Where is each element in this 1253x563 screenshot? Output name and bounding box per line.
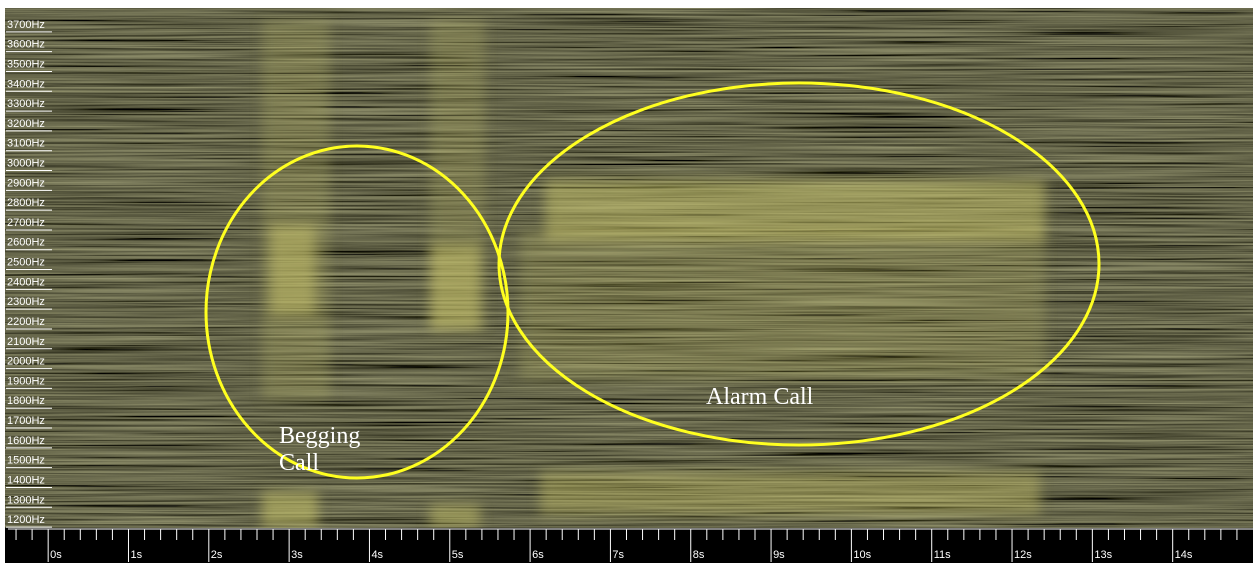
y-tick-label: 2700Hz: [7, 217, 45, 229]
y-tick-label: 3000Hz: [7, 158, 45, 170]
y-tick-label: 1300Hz: [7, 494, 45, 506]
y-tick-label: 2400Hz: [7, 276, 45, 288]
chart: 1200Hz 1300Hz 1400Hz 1500Hz 1600Hz 1700Hz 1800…: [0, 0, 1253, 563]
y-tick-label: 2100Hz: [7, 336, 45, 348]
y-tick-label: 1600Hz: [7, 435, 45, 447]
x-tick-label: 9s: [773, 549, 785, 561]
y-tick-label: 2200Hz: [7, 316, 45, 328]
annotation: Alarm Call: [706, 384, 813, 411]
y-tick-label: 2600Hz: [7, 237, 45, 249]
y-tick-label: 2300Hz: [7, 296, 45, 308]
y-tick-label: 1200Hz: [7, 514, 45, 526]
y-tick-label: 3200Hz: [7, 118, 45, 130]
x-tick-label: 6s: [532, 549, 544, 561]
y-tick-label: 1400Hz: [7, 474, 45, 486]
x-tick-label: 13s: [1094, 549, 1112, 561]
x-tick-label: 8s: [693, 549, 705, 561]
x-tick-label: 14s: [1175, 549, 1193, 561]
y-tick-label: 3500Hz: [7, 58, 45, 70]
x-tick-label: 3s: [291, 549, 303, 561]
y-tick-label: 1800Hz: [7, 395, 45, 407]
x-tick-label: 10s: [853, 549, 871, 561]
y-tick-label: 3700Hz: [7, 19, 45, 31]
x-tick-label: 12s: [1014, 549, 1032, 561]
y-tick-label: 2500Hz: [7, 257, 45, 269]
x-tick-label: 2s: [211, 549, 223, 561]
y-tick-label: 1700Hz: [7, 415, 45, 427]
x-tick-label: 1s: [130, 549, 142, 561]
y-tick-label: 1500Hz: [7, 455, 45, 467]
x-tick-label: 7s: [612, 549, 624, 561]
x-tick-label: 4s: [371, 549, 383, 561]
x-tick-label: 5s: [452, 549, 464, 561]
y-tick-label: 2800Hz: [7, 197, 45, 209]
y-tick-label: 3100Hz: [7, 138, 45, 150]
y-tick-label: 3400Hz: [7, 78, 45, 90]
x-tick-label: 11s: [934, 549, 951, 561]
annotation: Begging Call: [279, 423, 399, 477]
y-tick-label: 3600Hz: [7, 39, 45, 51]
time-ruler: [5, 528, 1253, 563]
y-tick-label: 2900Hz: [7, 177, 45, 189]
spectrogram-window: 1200Hz 1300Hz 1400Hz 1500Hz 1600Hz 1700Hz 1800…: [0, 0, 1253, 563]
y-tick-label: 2000Hz: [7, 356, 45, 368]
x-tick-label: 0s: [50, 549, 62, 561]
y-tick-label: 1900Hz: [7, 375, 45, 387]
y-tick-label: 3300Hz: [7, 98, 45, 110]
